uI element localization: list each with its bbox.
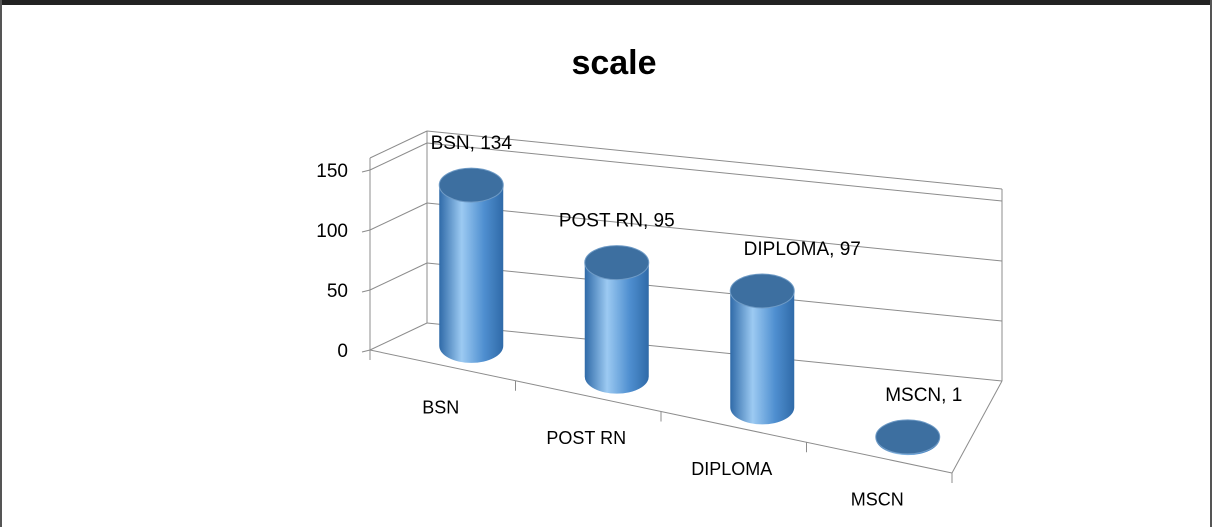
side-wall-gridline xyxy=(369,262,428,291)
bar-diploma xyxy=(729,273,795,425)
side-wall-gridline xyxy=(369,142,428,171)
x-category-label: BSN xyxy=(422,397,459,417)
y-tick-mark xyxy=(361,229,371,233)
side-wall-gridline xyxy=(369,322,428,351)
x-axis-ticks: BSN POST RN DIPLOMA MSCN xyxy=(369,350,953,510)
data-label: BSN, 134 xyxy=(431,133,513,154)
gridline-0 xyxy=(426,322,1003,382)
x-category-label: DIPLOMA xyxy=(691,459,772,479)
wall-top-edge xyxy=(426,130,1003,190)
bar-mscn xyxy=(875,419,941,456)
x-category-label: MSCN xyxy=(851,490,904,510)
floor-right-edge xyxy=(951,380,1003,474)
cylinder-body xyxy=(439,185,504,363)
cylinder-top xyxy=(875,419,941,455)
side-wall-top-edge xyxy=(369,130,428,159)
left-border xyxy=(0,0,2,527)
bar-post-rn xyxy=(584,245,650,394)
y-tick-label: 50 xyxy=(327,281,348,302)
y-tick-mark xyxy=(361,289,371,293)
y-tick-label: 0 xyxy=(337,341,348,362)
chart-title: scale xyxy=(571,44,656,82)
y-axis-ticks: 0 50 100 150 xyxy=(316,161,371,362)
cylinder-top xyxy=(584,245,650,281)
y-tick-label: 150 xyxy=(316,161,348,182)
y-tick-label: 100 xyxy=(316,221,348,242)
gridline-100 xyxy=(426,202,1003,262)
bars xyxy=(438,167,941,456)
bar-bsn xyxy=(438,167,504,363)
cylinder-body xyxy=(584,262,649,394)
data-label: DIPLOMA, 97 xyxy=(744,239,861,260)
data-label: MSCN, 1 xyxy=(885,385,962,406)
cylinder-top xyxy=(438,167,504,203)
x-category-label: POST RN xyxy=(546,428,626,448)
side-wall-gridline xyxy=(369,202,428,231)
y-tick-mark xyxy=(361,169,371,173)
gridlines xyxy=(369,130,1003,474)
cylinder-body xyxy=(730,290,795,425)
top-border xyxy=(0,0,1212,5)
gridline-50 xyxy=(426,262,1003,322)
right-border xyxy=(1210,0,1212,527)
data-label: POST RN, 95 xyxy=(559,211,675,232)
gridline-150 xyxy=(426,142,1003,202)
cylinder-top xyxy=(729,273,795,309)
y-tick-mark xyxy=(361,349,371,353)
data-labels: BSN, 134 POST RN, 95 DIPLOMA, 97 MSCN, 1 xyxy=(431,133,963,406)
